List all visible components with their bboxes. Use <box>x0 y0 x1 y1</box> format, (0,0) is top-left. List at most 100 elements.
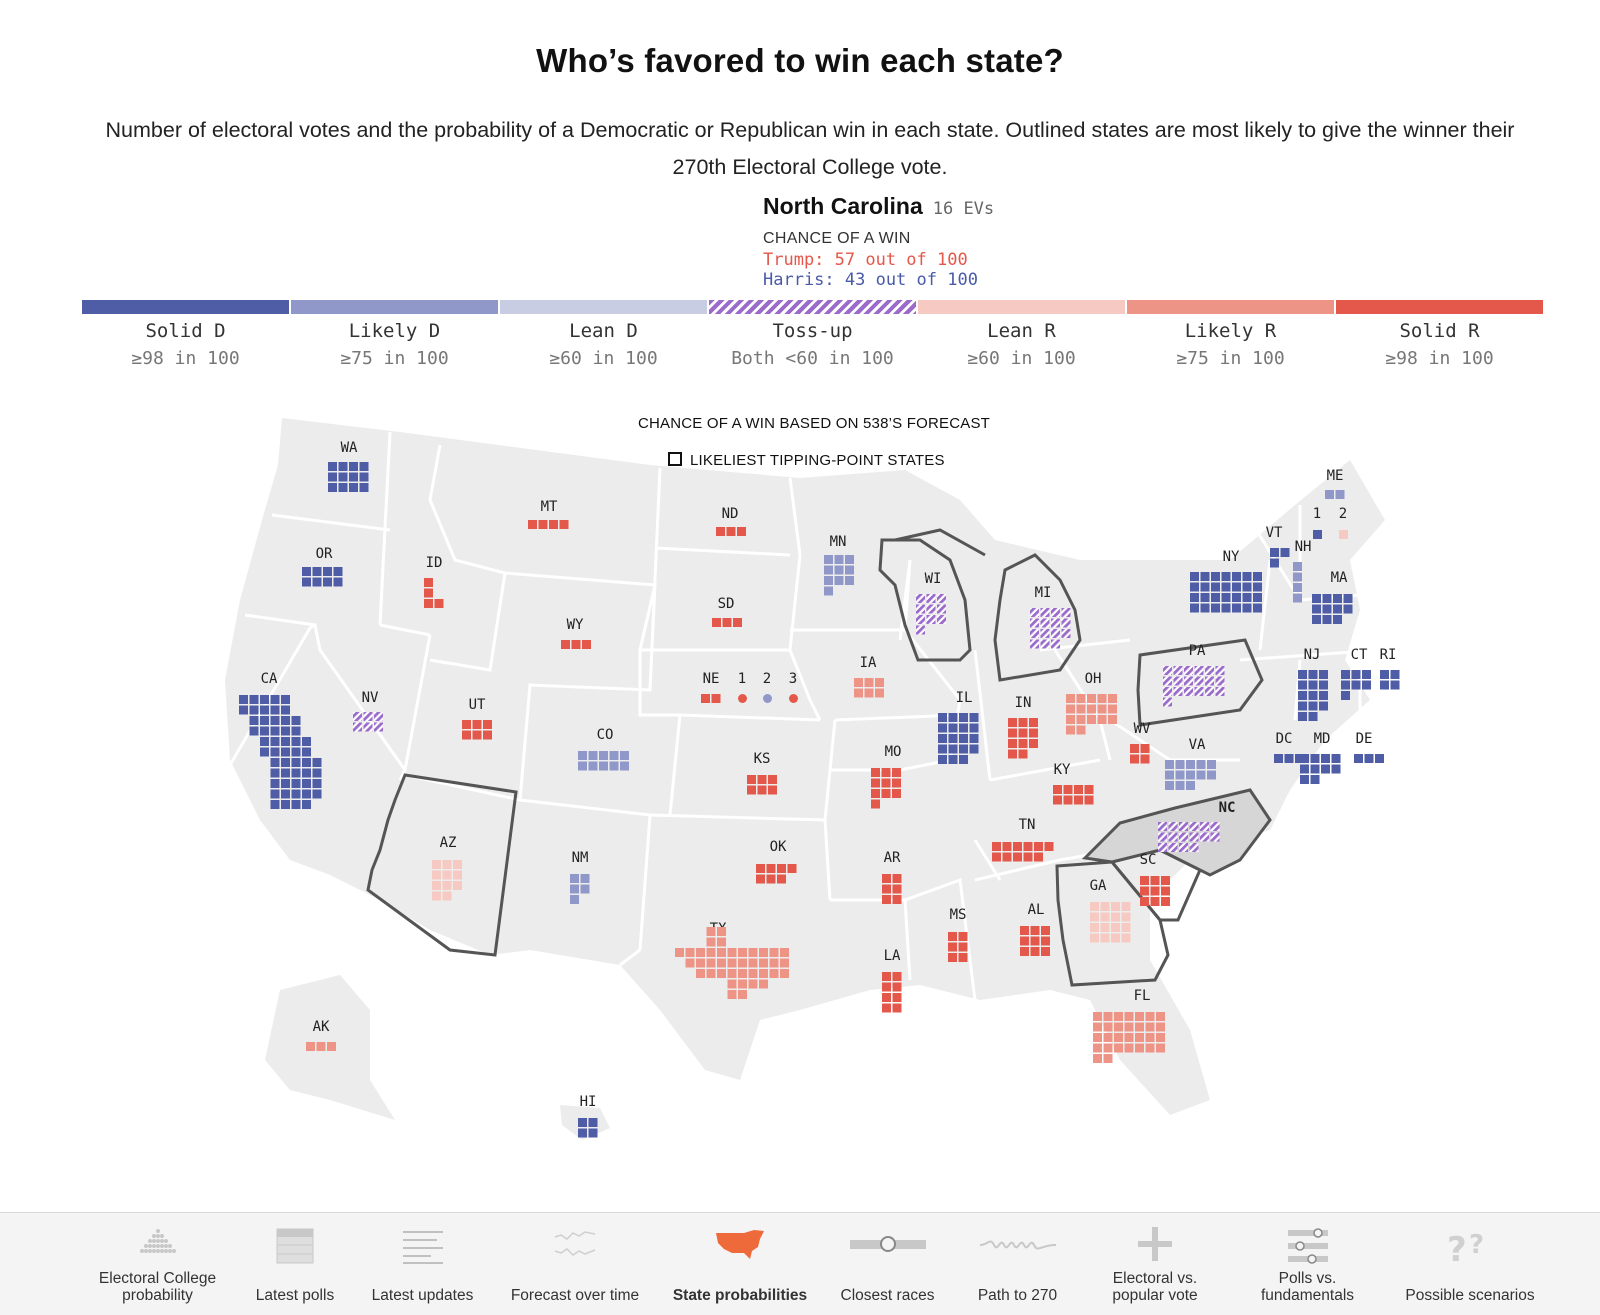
ev-square[interactable] <box>561 640 570 649</box>
ev-square[interactable] <box>1097 704 1107 714</box>
ev-square[interactable] <box>881 778 891 788</box>
ev-square[interactable] <box>1190 582 1199 592</box>
ev-square[interactable] <box>528 520 537 529</box>
ev-square[interactable] <box>1114 1012 1123 1021</box>
ev-square[interactable] <box>780 948 789 957</box>
ev-square[interactable] <box>1308 691 1318 700</box>
ev-square[interactable] <box>1343 594 1353 603</box>
ev-square[interactable] <box>1002 842 1012 851</box>
ev-square[interactable] <box>1140 754 1150 764</box>
ev-square[interactable] <box>281 737 290 746</box>
ev-square[interactable] <box>1029 739 1038 748</box>
ev-square[interactable] <box>871 778 880 788</box>
ev-square[interactable] <box>312 789 322 799</box>
ev-square[interactable] <box>1008 728 1017 738</box>
ev-square[interactable] <box>349 462 358 471</box>
ev-square[interactable] <box>1140 744 1150 753</box>
ev-square[interactable] <box>424 578 433 587</box>
ev-square[interactable] <box>1190 572 1199 581</box>
ev-square[interactable] <box>1200 832 1209 842</box>
ev-square[interactable] <box>1097 694 1107 703</box>
ev-square[interactable] <box>588 761 598 771</box>
ev-square[interactable] <box>1298 712 1307 721</box>
ev-square[interactable] <box>1298 670 1307 679</box>
ev-square[interactable] <box>706 937 716 947</box>
ev-square[interactable] <box>1100 923 1110 932</box>
ev-square[interactable] <box>959 713 968 722</box>
ev-square[interactable] <box>937 615 946 624</box>
ev-square[interactable] <box>1168 832 1178 842</box>
ev-square[interactable] <box>757 785 767 795</box>
ev-square[interactable] <box>1130 744 1139 753</box>
ev-square[interactable] <box>948 734 958 743</box>
ev-square[interactable] <box>302 800 311 809</box>
ev-square[interactable] <box>1156 1022 1165 1032</box>
ev-square[interactable] <box>926 604 936 614</box>
ev-square[interactable] <box>1020 947 1029 956</box>
ev-square[interactable] <box>748 948 758 957</box>
ev-square[interactable] <box>958 942 968 952</box>
ev-square[interactable] <box>1189 832 1199 842</box>
ev-square[interactable] <box>328 483 337 492</box>
ev-square[interactable] <box>1076 694 1086 703</box>
ev-square[interactable] <box>270 800 280 809</box>
ev-square[interactable] <box>892 884 902 894</box>
ev-square[interactable] <box>780 958 789 968</box>
ev-square[interactable] <box>578 1128 587 1138</box>
ev-square[interactable] <box>291 779 301 788</box>
ev-square[interactable] <box>281 747 290 757</box>
ev-square[interactable] <box>1210 832 1220 842</box>
ev-square[interactable] <box>1093 1022 1102 1032</box>
ev-square[interactable] <box>938 755 947 764</box>
ev-square[interactable] <box>1114 1022 1123 1032</box>
ev-square[interactable] <box>1093 1043 1102 1053</box>
ev-square[interactable] <box>312 758 322 767</box>
ev-square[interactable] <box>916 625 925 635</box>
ev-square[interactable] <box>1156 1043 1165 1053</box>
ev-square[interactable] <box>1163 666 1172 675</box>
ev-square[interactable] <box>1103 1043 1113 1053</box>
ev-square[interactable] <box>1380 680 1389 690</box>
ev-square[interactable] <box>1158 832 1167 842</box>
ev-square[interactable] <box>1121 912 1131 922</box>
ev-square[interactable] <box>1322 604 1332 614</box>
ev-square[interactable] <box>270 737 280 746</box>
ev-square[interactable] <box>1211 582 1220 592</box>
ev-square[interactable] <box>1018 749 1028 759</box>
ev-square[interactable] <box>1041 936 1050 946</box>
ev-square[interactable] <box>1108 715 1117 724</box>
ev-square[interactable] <box>1300 764 1309 774</box>
ev-square[interactable] <box>1194 687 1204 696</box>
ev-square[interactable] <box>1103 1012 1113 1021</box>
ev-square[interactable] <box>737 527 746 536</box>
ev-square[interactable] <box>1008 749 1017 759</box>
ev-square[interactable] <box>1140 876 1149 885</box>
ev-square[interactable] <box>570 874 579 883</box>
ev-square[interactable] <box>948 932 957 941</box>
ev-square[interactable] <box>1030 947 1040 956</box>
ev-square[interactable] <box>882 982 891 992</box>
ev-square[interactable] <box>1215 687 1225 696</box>
ev-square[interactable] <box>291 800 301 809</box>
ev-square[interactable] <box>1029 718 1038 727</box>
ev-square[interactable] <box>834 555 844 564</box>
ev-square[interactable] <box>1333 594 1342 603</box>
ev-square[interactable] <box>432 860 441 869</box>
ev-square[interactable] <box>1242 603 1252 613</box>
ev-square[interactable] <box>1061 608 1071 617</box>
nav-latest-polls[interactable]: Latest polls <box>240 1213 350 1315</box>
ev-square[interactable] <box>1002 852 1012 862</box>
ev-square[interactable] <box>1380 670 1389 679</box>
ev-square[interactable] <box>432 870 441 880</box>
ev-square[interactable] <box>609 751 619 760</box>
ev-square[interactable] <box>711 694 721 703</box>
ev-square[interactable] <box>1040 629 1050 638</box>
ev-square[interactable] <box>442 891 452 901</box>
ev-square[interactable] <box>270 789 280 799</box>
ev-square[interactable] <box>1293 583 1302 592</box>
ev-square[interactable] <box>1030 629 1039 638</box>
ev-square[interactable] <box>1087 704 1096 714</box>
ev-square[interactable] <box>270 758 280 767</box>
ev-square[interactable] <box>1173 676 1183 686</box>
nav-electoral-college-probability[interactable]: Electoral College probability <box>90 1213 225 1315</box>
